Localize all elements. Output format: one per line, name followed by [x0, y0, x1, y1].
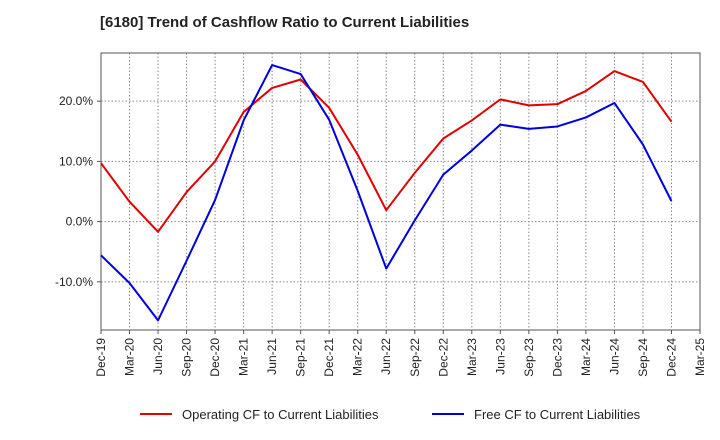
series-line-2 [100, 64, 673, 322]
y-tick-label: 20.0% [59, 94, 93, 108]
y-tick-label: 10.0% [59, 154, 93, 168]
legend-entry: Operating CF to Current Liabilities [182, 407, 379, 422]
y-tick-label: 0.0% [66, 215, 94, 229]
y-tick-label: -10.0% [55, 275, 93, 289]
x-tick-label: Mar-20 [123, 338, 137, 376]
x-tick-label: Jun-21 [265, 338, 279, 375]
x-tick-label: Sep-23 [522, 338, 536, 377]
x-tick-label: Mar-25 [693, 338, 707, 376]
x-tick-label: Jun-24 [607, 338, 621, 375]
x-tick-label: Jun-20 [151, 338, 165, 375]
x-tick-label: Mar-21 [237, 338, 251, 376]
y-axis: -10.0% 0.0% 10.0% 20.0% [55, 94, 101, 289]
legend-entry: Free CF to Current Liabilities [474, 407, 641, 422]
x-tick-label: Dec-19 [94, 338, 108, 377]
x-tick-label: Sep-20 [180, 338, 194, 377]
x-tick-label: Jun-22 [379, 338, 393, 375]
series-group [100, 64, 673, 322]
x-tick-label: Mar-23 [465, 338, 479, 376]
chart-title: [6180] Trend of Cashflow Ratio to Curren… [100, 14, 470, 31]
x-tick-label: Dec-21 [322, 338, 336, 377]
x-tick-label: Sep-24 [636, 338, 650, 377]
x-tick-label: Dec-24 [664, 338, 678, 377]
x-tick-label: Dec-23 [550, 338, 564, 377]
x-axis: Dec-19 Mar-20 Jun-20 Sep-20 Dec-20 Mar-21 Jun-… [94, 330, 707, 377]
series-line-1 [100, 70, 673, 233]
legend: Operating CF to Current Liabilities Free … [140, 407, 641, 422]
x-tick-label: Dec-20 [208, 338, 222, 377]
x-tick-label: Mar-22 [351, 338, 365, 376]
x-tick-label: Mar-24 [579, 338, 593, 376]
x-tick-label: Sep-22 [408, 338, 422, 377]
x-tick-label: Dec-22 [436, 338, 450, 377]
plot-frame [100, 52, 701, 331]
x-tick-label: Sep-21 [294, 338, 308, 377]
x-tick-label: Jun-23 [493, 338, 507, 375]
